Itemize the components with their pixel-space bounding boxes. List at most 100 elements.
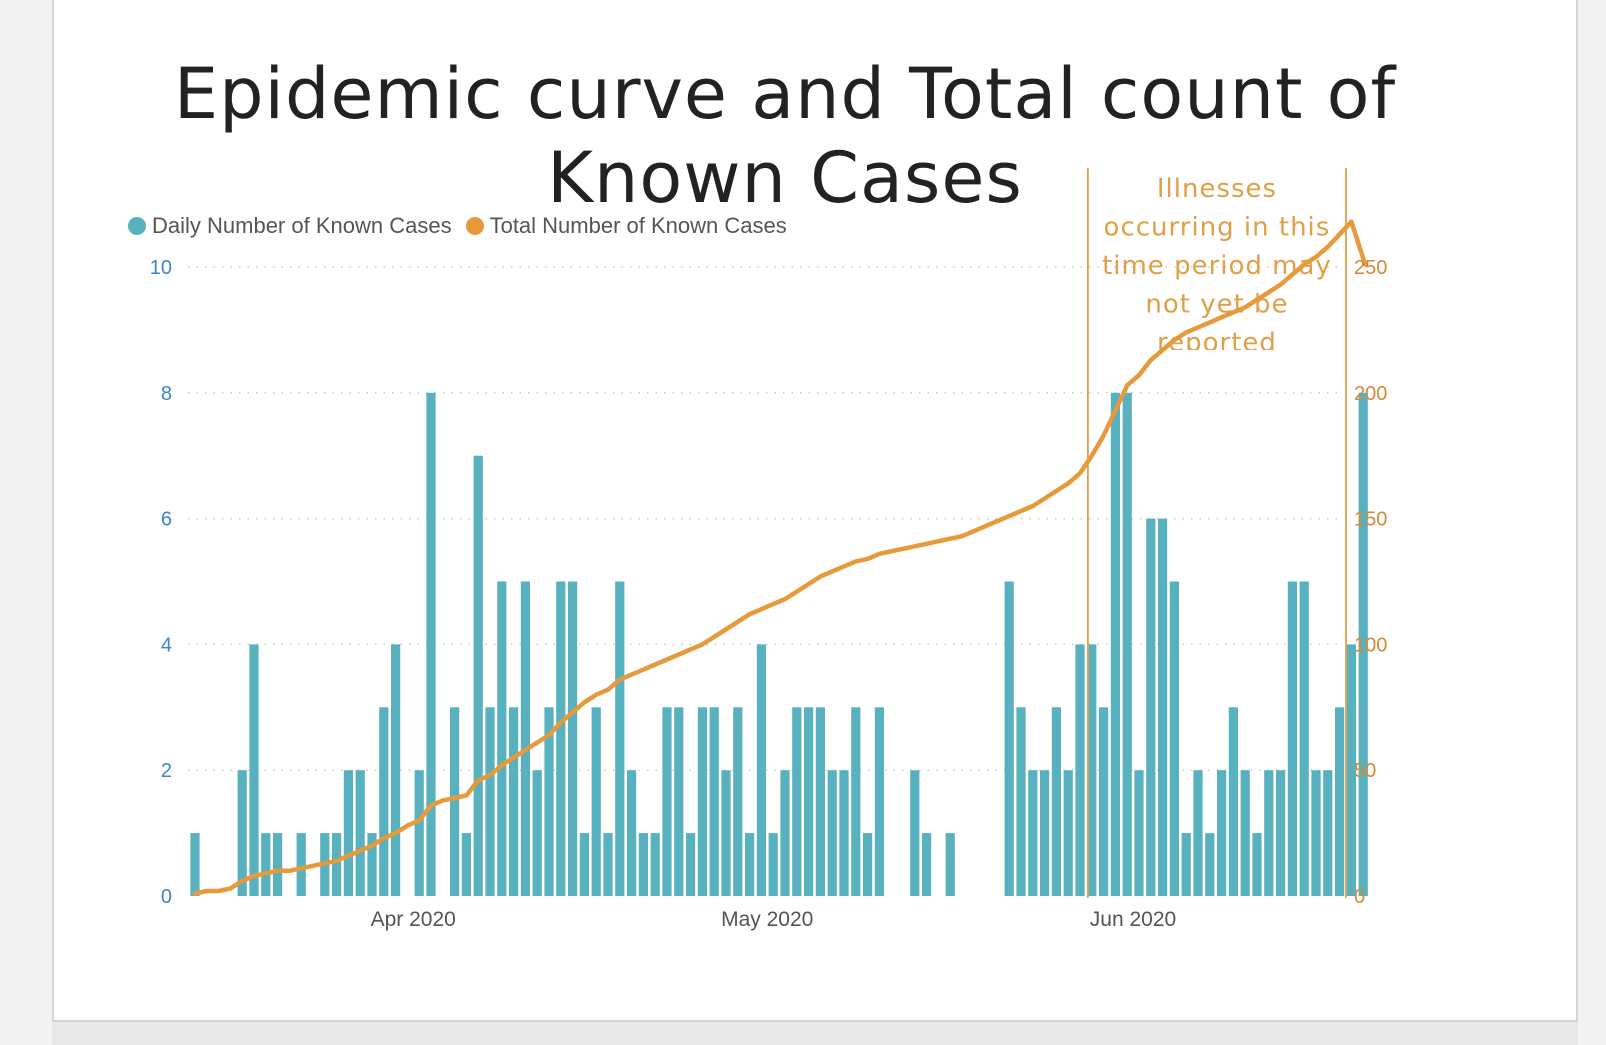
x-tick-label: Apr 2020 bbox=[371, 908, 456, 931]
bar bbox=[1276, 770, 1286, 896]
left-tick-label: 4 bbox=[161, 634, 172, 656]
left-tick-label: 0 bbox=[161, 886, 172, 908]
bar bbox=[237, 770, 247, 896]
bar bbox=[662, 707, 672, 896]
bar bbox=[686, 833, 696, 896]
bar bbox=[1051, 707, 1061, 896]
bar bbox=[1217, 770, 1227, 896]
bar bbox=[874, 707, 884, 896]
bar bbox=[756, 644, 766, 896]
bar bbox=[910, 770, 920, 896]
bar bbox=[249, 644, 259, 896]
right-axis: 0 50 100 150 200 250 bbox=[1354, 257, 1387, 908]
bar bbox=[922, 833, 932, 896]
bar bbox=[1063, 770, 1073, 896]
annotation-text: Illnesses occurring in this time period ma… bbox=[1102, 174, 1332, 350]
bar bbox=[1323, 770, 1333, 896]
bar bbox=[650, 833, 660, 896]
bar bbox=[190, 833, 200, 896]
bar bbox=[1299, 581, 1309, 896]
bar bbox=[1181, 833, 1191, 896]
bar bbox=[1004, 581, 1014, 896]
bar bbox=[780, 770, 790, 896]
right-tick-label: 0 bbox=[1354, 886, 1365, 908]
x-tick-label: May 2020 bbox=[721, 908, 813, 931]
bar bbox=[1122, 392, 1132, 896]
bar bbox=[615, 581, 625, 896]
legend: Daily Number of Known Cases Total Number… bbox=[128, 211, 801, 241]
bar bbox=[414, 770, 424, 896]
bar bbox=[485, 707, 495, 896]
bar bbox=[863, 833, 873, 896]
bar bbox=[1205, 833, 1215, 896]
bar bbox=[1287, 581, 1297, 896]
annotation-text-line: occurring in this bbox=[1104, 213, 1331, 243]
bar bbox=[591, 707, 601, 896]
bar bbox=[804, 707, 814, 896]
bar bbox=[520, 581, 530, 896]
bar bbox=[851, 707, 861, 896]
bar bbox=[1040, 770, 1050, 896]
bar bbox=[1016, 707, 1026, 896]
bar bbox=[1169, 581, 1179, 896]
bar bbox=[343, 770, 353, 896]
right-tick-label: 200 bbox=[1354, 383, 1387, 405]
bar bbox=[1252, 833, 1262, 896]
bar bbox=[1158, 518, 1168, 896]
right-tick-label: 100 bbox=[1354, 634, 1387, 656]
legend-item-total[interactable]: Total Number of Known Cases bbox=[465, 213, 787, 239]
right-tick-label: 50 bbox=[1354, 760, 1376, 782]
bar bbox=[839, 770, 849, 896]
bar bbox=[367, 833, 377, 896]
bar bbox=[603, 833, 613, 896]
annotation-text-line: time period may bbox=[1102, 251, 1332, 281]
bar bbox=[792, 707, 802, 896]
bar bbox=[450, 707, 460, 896]
bar bbox=[674, 707, 684, 896]
bar bbox=[355, 770, 365, 896]
chart-title: Epidemic curve and Total count of Known … bbox=[173, 53, 1397, 219]
bar bbox=[627, 770, 637, 896]
left-tick-label: 2 bbox=[161, 760, 172, 782]
right-tick-label: 250 bbox=[1354, 257, 1387, 279]
legend-label-daily: Daily Number of Known Cases bbox=[152, 213, 452, 238]
bar bbox=[332, 833, 342, 896]
bar bbox=[1075, 644, 1085, 896]
bar-series bbox=[190, 392, 1368, 896]
left-tick-label: 8 bbox=[161, 383, 172, 405]
bar bbox=[1146, 518, 1156, 896]
x-axis: Apr 2020 May 2020 Jun 2020 bbox=[371, 908, 1177, 931]
bar bbox=[827, 770, 837, 896]
legend-item-daily[interactable]: Daily Number of Known Cases bbox=[128, 213, 452, 239]
bar bbox=[461, 833, 471, 896]
bar bbox=[1264, 770, 1274, 896]
bar bbox=[1110, 392, 1120, 896]
right-tick-label: 150 bbox=[1354, 509, 1387, 531]
bar bbox=[509, 707, 519, 896]
bar bbox=[815, 707, 825, 896]
bar bbox=[556, 581, 566, 896]
bar bbox=[1134, 770, 1144, 896]
legend-dot-daily bbox=[128, 217, 146, 235]
bar bbox=[473, 455, 483, 896]
bar bbox=[768, 833, 778, 896]
bar bbox=[532, 770, 542, 896]
bar bbox=[1358, 392, 1368, 896]
bar bbox=[497, 581, 507, 896]
bar bbox=[579, 833, 589, 896]
bar bbox=[697, 707, 707, 896]
bar bbox=[945, 833, 955, 896]
bar bbox=[568, 581, 578, 896]
bar bbox=[391, 644, 401, 896]
annotation-text-line: Illnesses bbox=[1157, 174, 1277, 204]
bar bbox=[261, 833, 271, 896]
bar bbox=[379, 707, 389, 896]
legend-dot-total bbox=[465, 217, 484, 235]
left-tick-label: 6 bbox=[161, 509, 172, 531]
total-line bbox=[192, 219, 1368, 896]
line-series bbox=[192, 219, 1368, 896]
bar bbox=[709, 707, 719, 896]
bar bbox=[745, 833, 755, 896]
bar bbox=[544, 707, 554, 896]
